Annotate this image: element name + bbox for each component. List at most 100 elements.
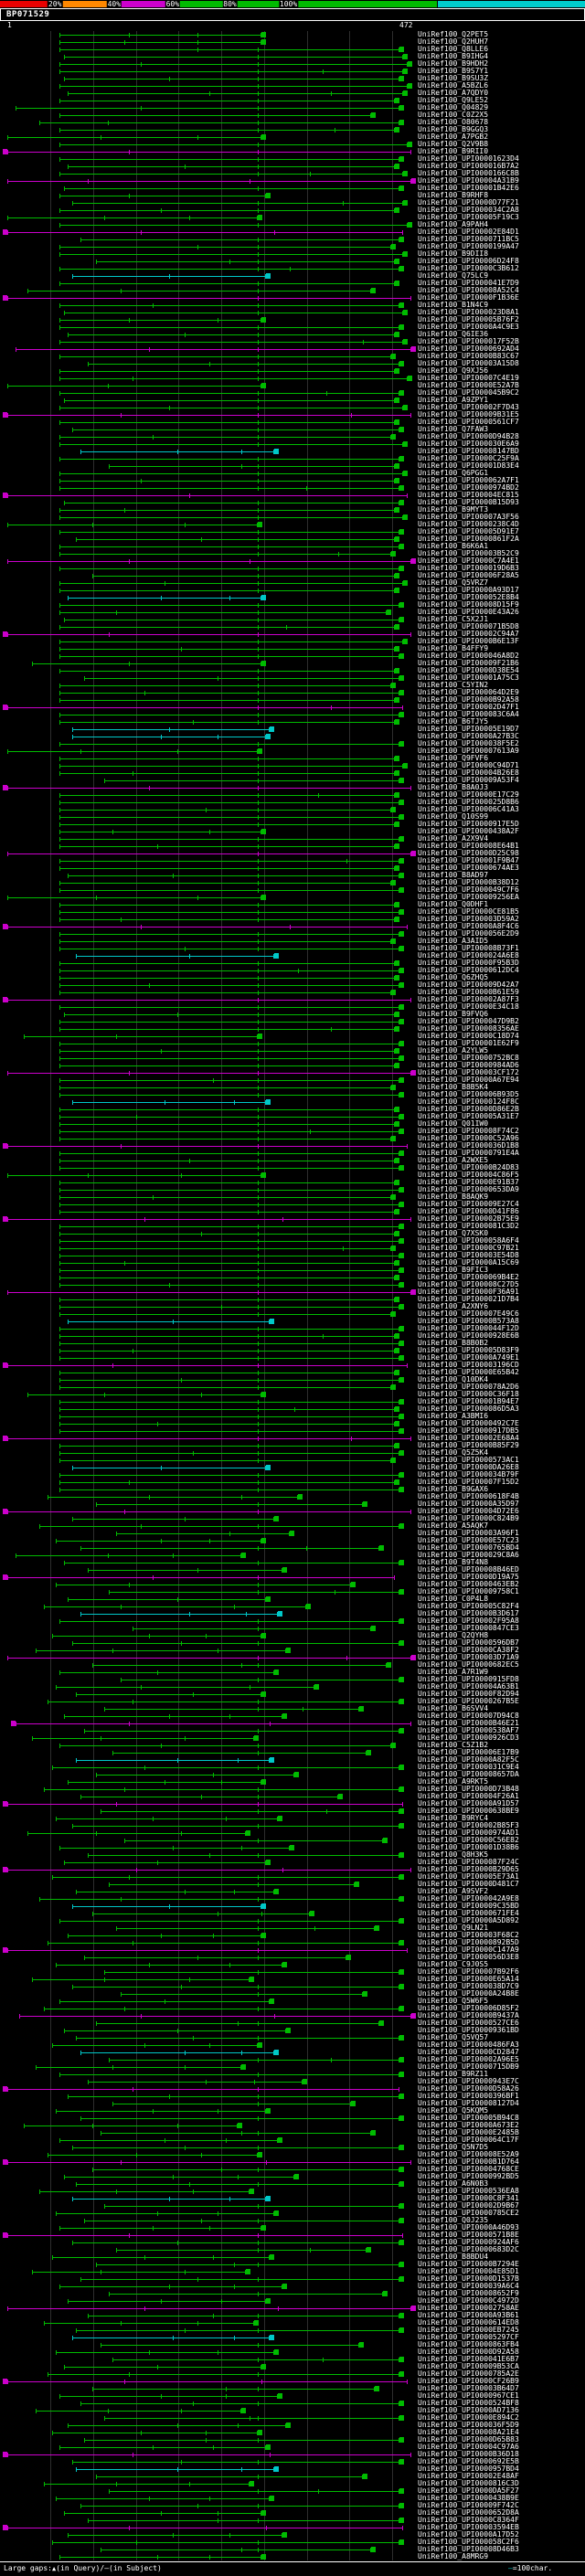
hit-label[interactable]: UniRef100_UPI0000847CE3 (418, 1624, 519, 1632)
hit-bar[interactable] (112, 2357, 404, 2362)
hit-bar[interactable] (7, 1655, 416, 1660)
hit-label[interactable]: UniRef100_UPI0000D25C98 (418, 849, 519, 857)
hit-label[interactable]: UniRef100_UPI0000926CD3 (418, 1733, 519, 1742)
hit-bar[interactable] (68, 2094, 404, 2099)
hit-label[interactable]: UniRef100_UPI00008652F9 (418, 2289, 519, 2297)
hit-bar[interactable] (59, 1026, 400, 1032)
hit-bar[interactable] (59, 1246, 396, 1251)
hit-bar[interactable] (71, 1099, 271, 1105)
hit-label[interactable]: UniRef100_UPI0000957BD4 (418, 2465, 519, 2473)
hit-label[interactable]: UniRef100_O80678 (418, 118, 489, 126)
hit-label[interactable]: UniRef100_Q6IE36 (418, 330, 489, 338)
hit-label[interactable]: UniRef100_UPI0000924AF6 (418, 2238, 519, 2246)
hit-bar[interactable] (59, 917, 400, 922)
hit-label[interactable]: UniRef100_UPI0000124F8C (418, 1097, 519, 1106)
hit-label[interactable]: UniRef100_UPI00008147BD (418, 447, 519, 455)
hit-bar[interactable] (59, 47, 404, 52)
hit-label[interactable]: UniRef100_Q5N7D5 (418, 2143, 489, 2151)
hit-label[interactable]: UniRef100_UPI000049C7F6 (418, 885, 519, 894)
hit-label[interactable]: UniRef100_UPI0000711BC5 (418, 235, 519, 243)
hit-label[interactable]: UniRef100_UPI0000A8F4C6 (418, 922, 519, 930)
hit-label[interactable]: UniRef100_UPI00003CF172 (418, 1068, 519, 1076)
hit-label[interactable]: UniRef100_UPI0000A15C69 (418, 1258, 519, 1267)
hit-label[interactable]: UniRef100_C0P4L8 (418, 1595, 489, 1603)
hit-label[interactable]: UniRef100_A2YLW5 (418, 1046, 489, 1055)
hit-label[interactable]: UniRef100_UPI0000F82D94 (418, 1690, 519, 1698)
hit-bar[interactable] (56, 2210, 279, 2216)
hit-label[interactable]: UniRef100_Q7XSK0 (418, 1229, 489, 1237)
hit-label[interactable]: UniRef100_B6K6A1 (418, 542, 489, 550)
hit-bar[interactable] (59, 770, 400, 776)
hit-label[interactable]: UniRef100_UPI0000D65B83 (418, 2435, 519, 2443)
hit-bar[interactable] (59, 1428, 404, 1434)
hit-label[interactable]: UniRef100_UPI0000C52A96 (418, 1134, 519, 1142)
hit-label[interactable]: UniRef100_UPI0000267B5E (418, 1697, 519, 1705)
hit-label[interactable]: UniRef100_UPI00005F19C3 (418, 213, 519, 221)
hit-label[interactable]: UniRef100_UPI0000DA26E8 (418, 1463, 519, 1471)
hit-bar[interactable] (120, 1991, 367, 1997)
hit-label[interactable]: UniRef100_UPI000030E6A9 (418, 440, 519, 448)
hit-label[interactable]: UniRef100_UPI00008C27D5 (418, 1280, 519, 1288)
hit-label[interactable]: UniRef100_UPI00004C86F5 (418, 1171, 519, 1179)
hit-bar[interactable] (56, 1684, 319, 1690)
hit-label[interactable]: UniRef100_Q8H3K5 (418, 1850, 489, 1859)
hit-label[interactable]: UniRef100_UPI0000652D8A (418, 2508, 519, 2517)
hit-label[interactable]: UniRef100_B9RII0 (418, 147, 489, 155)
hit-label[interactable]: UniRef100_UPI0000C7A4E1 (418, 557, 519, 565)
hit-label[interactable]: UniRef100_A2XNY6 (418, 1302, 489, 1310)
hit-label[interactable]: UniRef100_UPI00007F15D2 (418, 1478, 519, 1486)
hit-bar[interactable] (59, 390, 404, 396)
hit-bar[interactable] (59, 2137, 283, 2143)
hit-bar[interactable] (59, 69, 409, 74)
hit-bar[interactable] (35, 2408, 247, 2413)
hit-label[interactable]: UniRef100_UPI0000C36F18 (418, 1390, 519, 1398)
hit-bar[interactable] (96, 259, 400, 264)
hit-label[interactable]: UniRef100_UPI0000A35D97 (418, 1500, 519, 1508)
hit-label[interactable]: UniRef100_UPI0000B83C67 (418, 352, 519, 360)
hit-label[interactable]: UniRef100_UPI000058A6F4 (418, 1236, 519, 1245)
hit-label[interactable]: UniRef100_UPI000029C8A6 (418, 1551, 519, 1559)
hit-label[interactable]: UniRef100_UPI0000638BE9 (418, 1807, 519, 1815)
hit-label[interactable]: UniRef100_UPI00001623D4 (418, 154, 519, 163)
hit-label[interactable]: UniRef100_Q2HUH7 (418, 37, 489, 46)
hit-bar[interactable] (56, 2108, 271, 2114)
hit-bar[interactable] (10, 1721, 411, 1726)
hit-label[interactable]: UniRef100_UPI00007B92F6 (418, 1967, 519, 1976)
hit-label[interactable]: UniRef100_UPI00001D83E4 (418, 461, 519, 470)
hit-label[interactable]: UniRef100_B9HDH2 (418, 59, 489, 68)
hit-label[interactable]: UniRef100_B8B0B2 (418, 1339, 489, 1347)
hit-label[interactable]: UniRef100_UPI000034C2A8 (418, 206, 519, 214)
hit-bar[interactable] (7, 851, 416, 856)
hit-label[interactable]: UniRef100_UPI0000A82F5C (418, 1755, 519, 1764)
hit-bar[interactable] (59, 2225, 267, 2231)
hit-label[interactable]: UniRef100_UPI0000B38D12 (418, 878, 519, 886)
hit-bar[interactable] (59, 865, 400, 871)
hit-bar[interactable] (15, 1553, 247, 1558)
hit-bar[interactable] (59, 902, 400, 907)
hit-bar[interactable] (68, 90, 409, 96)
hit-bar[interactable] (15, 105, 404, 111)
hit-label[interactable]: UniRef100_UPI0000524BF8 (418, 2399, 519, 2407)
hit-bar[interactable] (7, 134, 267, 140)
hit-bar[interactable] (7, 383, 267, 388)
hit-bar[interactable] (59, 938, 396, 944)
hit-bar[interactable] (59, 1224, 404, 1229)
hit-label[interactable]: UniRef100_UPI00005B76F2 (418, 315, 519, 323)
hit-bar[interactable] (3, 997, 411, 1002)
hit-bar[interactable] (43, 2320, 259, 2326)
hit-label[interactable]: UniRef100_UPI0000B29D65 (418, 1865, 519, 1873)
hit-label[interactable]: UniRef100_UPI0000928E6B (418, 1331, 519, 1340)
hit-label[interactable]: UniRef100_UPI000041E7D9 (418, 279, 519, 287)
hit-label[interactable]: UniRef100_UPI000019D6B3 (418, 564, 519, 572)
hit-bar[interactable] (3, 1947, 408, 1953)
hit-label[interactable]: UniRef100_Q9LN21 (418, 1924, 489, 1932)
hit-bar[interactable] (23, 2123, 242, 2128)
hit-label[interactable]: UniRef100_UPI0000B36D18 (418, 2450, 519, 2458)
hit-label[interactable]: UniRef100_Q9XJ56 (418, 366, 489, 375)
hit-label[interactable]: UniRef100_UPI0000DA5F27 (418, 2486, 519, 2495)
hit-bar[interactable] (59, 719, 400, 725)
hit-bar[interactable] (7, 1289, 416, 1295)
hit-bar[interactable] (27, 1392, 267, 1397)
hit-label[interactable]: UniRef100_UPI00009B53CA (418, 2362, 519, 2370)
hit-bar[interactable] (88, 2079, 307, 2084)
